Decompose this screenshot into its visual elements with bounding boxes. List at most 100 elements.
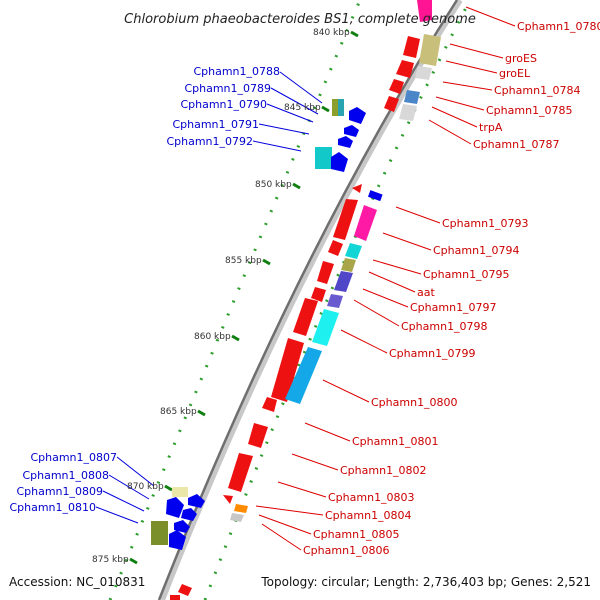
gene-arrow-0792a (315, 147, 332, 169)
gene-label-right: Cphamn1_0797 (410, 301, 497, 314)
scale-tick-mark (321, 105, 330, 113)
gene-arrow-0785 (415, 66, 432, 80)
gene-arrow-0780 (417, 0, 432, 22)
left-gene-labels: Cphamn1_0788 Cphamn1_0789 Cphamn1_0790 Cpha… (9, 65, 280, 514)
right-gene-labels: Cphamn1_0780 groES groEL Cphamn1_0784 Cphamn… (303, 20, 600, 557)
gene-arrow-bottom-a (178, 584, 192, 596)
gene-label-right: Cphamn1_0805 (313, 528, 400, 541)
gene-label-right: Cphamn1_0794 (433, 244, 520, 257)
gene-label-left: Cphamn1_0810 (9, 501, 96, 514)
gene-arrow-groES (403, 36, 420, 58)
gene-arrow-0800a (271, 338, 304, 402)
scale-label: 855 kbp (225, 256, 262, 266)
gene-arrow-0787c (399, 104, 417, 121)
gene-arrow-bottom-b (170, 595, 180, 600)
gene-label-left: Cphamn1_0790 (180, 98, 267, 111)
scale-tick-marks (129, 30, 359, 565)
scale-tick-mark (129, 557, 138, 565)
accession-text: Accession: NC_010831 (9, 575, 145, 589)
gene-arrow-0807 (172, 487, 188, 497)
gene-arrow-0797b (334, 271, 353, 292)
scale-label: 860 kbp (194, 332, 231, 342)
gene-label-right: Cphamn1_0799 (389, 347, 476, 360)
gene-label-left: Cphamn1_0808 (22, 469, 109, 482)
gene-arrow-0799a (293, 298, 318, 336)
gene-arrow-0795a (328, 240, 343, 256)
scale-labels: 840 kbp 845 kbp 850 kbp 855 kbp 860 kbp 865 k… (92, 28, 350, 565)
gene-arrow-0807b (188, 494, 205, 508)
gene-arrow-0792b (331, 152, 348, 172)
gene-label-right: trpA (479, 121, 503, 134)
gene-arrow-0788b (338, 99, 344, 116)
gene-arrow-trpA (389, 79, 404, 94)
gene-arrow-0787b (384, 96, 399, 112)
scale-tick-mark (262, 258, 271, 266)
gene-arrow-0810b (169, 530, 186, 550)
scale-tick-mark (350, 30, 359, 38)
gene-label-left: Cphamn1_0809 (16, 485, 103, 498)
gene-arrow-0791 (338, 136, 353, 148)
scale-tick-mark (292, 182, 301, 190)
gene-arrow-0808 (166, 497, 184, 518)
gene-label-right: Cphamn1_0803 (328, 491, 415, 504)
gene-label-right: Cphamn1_0785 (486, 104, 573, 117)
gene-label-left: Cphamn1_0788 (193, 65, 280, 78)
gene-arrow-0789 (349, 107, 366, 124)
gene-arrow-0793a (352, 184, 362, 193)
gene-label-left: Cphamn1_0792 (166, 135, 253, 148)
gene-arrow-0799b (312, 309, 339, 346)
gene-arrow-0802 (248, 423, 268, 448)
gene-arrow-0787a (404, 90, 420, 104)
gene-label-right: Cphamn1_0804 (325, 509, 412, 522)
scale-label: 875 kbp (92, 555, 129, 565)
gene-arrow-0788 (332, 99, 340, 116)
gene-label-right: Cphamn1_0793 (442, 217, 529, 230)
gene-arrow-0804 (223, 495, 233, 504)
gene-arrow-0795b (345, 243, 362, 259)
gene-arrow-0809 (181, 508, 197, 521)
gene-label-right: Cphamn1_0806 (303, 544, 390, 557)
scale-tick-mark (231, 334, 240, 342)
genome-summary-text: Topology: circular; Length: 2,736,403 bp… (260, 575, 591, 589)
scale-label: 845 kbp (284, 103, 321, 113)
gene-label-right: aat (417, 286, 435, 299)
gene-arrow-groEL (419, 34, 441, 66)
scale-tick-mark (197, 409, 206, 417)
gene-label-left: Cphamn1_0789 (184, 82, 271, 95)
gene-arrow-0798a (311, 287, 326, 302)
scale-label: 870 kbp (127, 482, 164, 492)
gene-label-right: Cphamn1_0801 (352, 435, 439, 448)
gene-features (151, 0, 441, 600)
gene-label-right: Cphamn1_0780 (517, 20, 600, 33)
left-connectors (95, 71, 323, 524)
gene-arrow-0794a (333, 199, 358, 240)
gene-arrow-0790 (344, 125, 359, 137)
gene-arrow-aat (341, 258, 356, 272)
gene-arrow-0810c (174, 520, 190, 533)
gene-arrow-0806 (230, 513, 244, 522)
gene-arrow-0793b (367, 190, 383, 202)
right-connectors (255, 6, 516, 551)
gene-arrow-0805 (234, 504, 248, 513)
gene-arrow-0798b (327, 294, 343, 308)
gene-label-right: groES (505, 52, 537, 65)
scale-tick-mark (164, 484, 173, 492)
gene-label-right: Cphamn1_0795 (423, 268, 510, 281)
gene-arrow-0801 (262, 397, 277, 412)
gene-label-left: Cphamn1_0807 (30, 451, 117, 464)
gene-label-right: Cphamn1_0787 (473, 138, 560, 151)
scale-label: 840 kbp (313, 28, 350, 38)
gene-label-right: Cphamn1_0802 (340, 464, 427, 477)
gene-arrow-0800b (285, 347, 322, 404)
gene-label-right: Cphamn1_0798 (401, 320, 488, 333)
gene-label-right: Cphamn1_0800 (371, 396, 458, 409)
scale-label: 850 kbp (255, 180, 292, 190)
gene-arrow-0794b (354, 205, 377, 241)
gene-arrow-0803 (228, 453, 253, 492)
gene-arrow-0810a (151, 521, 168, 545)
gene-label-right: Cphamn1_0784 (494, 84, 581, 97)
gene-label-left: Cphamn1_0791 (172, 118, 259, 131)
gene-arrow-0797a (317, 261, 334, 284)
